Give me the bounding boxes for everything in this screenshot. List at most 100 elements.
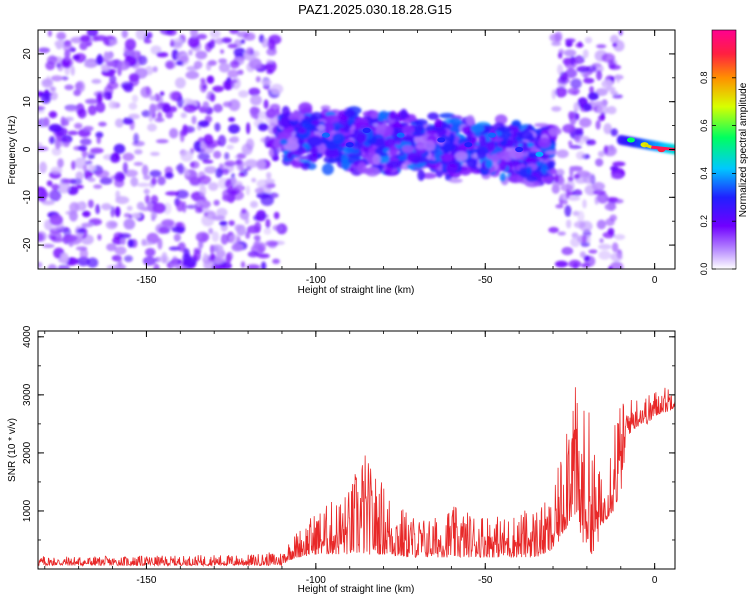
heatmap-cell bbox=[62, 43, 74, 52]
heatmap-cell bbox=[204, 166, 217, 174]
heatmap-cell bbox=[188, 49, 193, 56]
heatmap-cell bbox=[517, 130, 534, 140]
heatmap-cell bbox=[213, 150, 222, 159]
heatmap-cell bbox=[117, 173, 126, 181]
heatmap-cell bbox=[51, 147, 62, 156]
heatmap-cell bbox=[610, 165, 619, 172]
heatmap-cell bbox=[478, 134, 487, 147]
heatmap-cell bbox=[534, 122, 549, 128]
x-tick-label: -100 bbox=[306, 575, 326, 586]
heatmap-cell bbox=[264, 178, 275, 184]
heatmap-cell bbox=[63, 234, 78, 242]
heatmap-cell bbox=[145, 247, 156, 257]
heatmap-cell bbox=[145, 31, 153, 39]
heatmap-cell bbox=[47, 264, 57, 269]
colorbar: 0.0 0.2 0.4 0.6 0.8 Normalized spectral ampl… bbox=[699, 29, 749, 275]
heatmap-cell bbox=[427, 112, 439, 121]
heatmap-peak bbox=[488, 132, 497, 138]
heatmap-cell bbox=[61, 76, 69, 81]
heatmap-cell bbox=[557, 64, 564, 76]
heatmap-cell bbox=[72, 54, 81, 60]
heatmap-cell bbox=[568, 111, 575, 120]
heatmap-cell bbox=[49, 214, 64, 226]
heatmap-cell bbox=[327, 156, 335, 163]
heatmap-cell bbox=[245, 122, 251, 135]
heatmap-cell bbox=[267, 39, 276, 50]
heatmap-cell bbox=[211, 264, 223, 269]
heatmap-cell bbox=[557, 52, 563, 59]
heatmap-cell bbox=[133, 132, 139, 145]
heatmap-cell bbox=[157, 176, 166, 186]
heatmap-cell bbox=[236, 224, 246, 236]
heatmap-cell bbox=[564, 57, 578, 70]
heatmap-cell bbox=[193, 140, 202, 152]
heatmap-cell bbox=[54, 39, 67, 48]
heatmap-cell bbox=[595, 158, 604, 167]
heatmap-cell bbox=[39, 161, 47, 174]
heatmap-cell bbox=[228, 99, 241, 112]
heatmap-cell bbox=[46, 55, 58, 66]
heatmap-cell bbox=[106, 243, 117, 252]
heatmap-cell bbox=[227, 69, 239, 79]
heatmap-cell bbox=[209, 244, 215, 254]
heatmap-cell bbox=[128, 73, 140, 82]
heatmap-cell bbox=[562, 123, 576, 134]
heatmap-cell bbox=[311, 146, 319, 157]
heatmap-cell bbox=[271, 155, 280, 162]
heatmap-cell bbox=[187, 127, 193, 133]
heatmap-cell bbox=[211, 215, 226, 221]
heatmap-cell bbox=[214, 122, 221, 132]
heatmap-cell bbox=[244, 216, 250, 225]
x-tick-label: -50 bbox=[478, 575, 493, 586]
y-tick-label: -20 bbox=[22, 237, 33, 252]
heatmap-cell bbox=[175, 189, 189, 199]
heatmap-cell bbox=[237, 69, 244, 75]
heatmap-cell bbox=[228, 220, 235, 226]
heatmap-cell bbox=[87, 164, 96, 171]
heatmap-cell bbox=[208, 227, 214, 235]
heatmap-cell bbox=[291, 160, 304, 168]
snr-line bbox=[38, 387, 675, 568]
heatmap-cell bbox=[604, 203, 617, 211]
heatmap-cell bbox=[575, 151, 586, 160]
heatmap-cell bbox=[526, 166, 533, 175]
snr-x-label: Height of straight line (km) bbox=[298, 584, 415, 595]
heatmap-cell bbox=[248, 58, 262, 70]
heatmap-cell bbox=[196, 200, 204, 206]
heatmap-cell bbox=[209, 253, 216, 261]
snr-x-axis: -150 -100 -50 0 bbox=[44, 331, 658, 586]
heatmap-cell bbox=[494, 114, 508, 125]
heatmap-cell bbox=[266, 48, 277, 56]
heatmap-cell bbox=[569, 144, 582, 149]
heatmap-cell bbox=[597, 150, 605, 158]
heatmap-cell bbox=[77, 145, 88, 151]
heatmap-cell bbox=[384, 138, 396, 148]
heatmap-cell bbox=[597, 192, 609, 204]
heatmap-cell bbox=[249, 106, 261, 116]
heatmap-cell bbox=[228, 123, 241, 134]
heatmap-cell bbox=[220, 49, 225, 54]
heatmap-cell bbox=[82, 164, 88, 173]
heatmap-cell bbox=[253, 240, 260, 250]
heatmap-cell bbox=[76, 228, 86, 234]
heatmap-cell bbox=[572, 189, 583, 197]
heatmap-cell bbox=[449, 125, 462, 134]
heatmap-cell bbox=[344, 138, 351, 144]
heatmap-peak bbox=[515, 146, 524, 153]
heatmap-cell bbox=[265, 108, 277, 119]
heatmap-cell bbox=[599, 238, 604, 244]
heatmap-cell bbox=[64, 84, 74, 91]
x-tick-label: -150 bbox=[136, 275, 156, 286]
heatmap-cell bbox=[159, 30, 174, 36]
heatmap-cell bbox=[127, 238, 135, 248]
heatmap-cell bbox=[257, 122, 269, 132]
heatmap-cell bbox=[203, 252, 208, 261]
heatmap-cell bbox=[556, 149, 569, 159]
heatmap-cell bbox=[343, 123, 351, 133]
heatmap-cell bbox=[117, 60, 130, 71]
heatmap-cell bbox=[581, 235, 587, 244]
heatmap-cell bbox=[461, 125, 472, 134]
heatmap-cell bbox=[326, 150, 338, 156]
heatmap-cell bbox=[144, 194, 150, 205]
heatmap-cell bbox=[74, 122, 83, 130]
